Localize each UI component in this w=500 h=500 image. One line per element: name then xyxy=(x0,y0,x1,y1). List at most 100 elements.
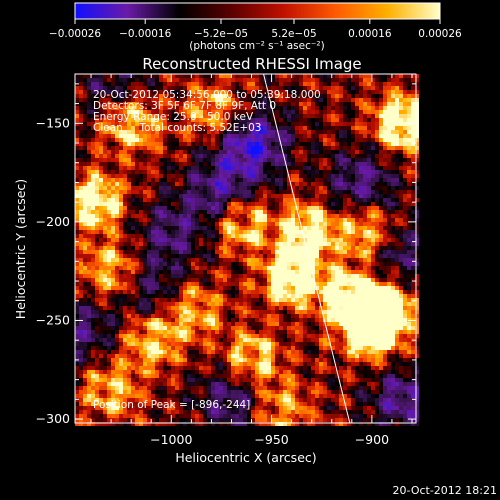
heatmap-cell xyxy=(323,226,327,230)
heatmap-cell xyxy=(375,266,379,270)
heatmap-cell xyxy=(367,126,371,130)
heatmap-cell xyxy=(167,82,171,86)
heatmap-cell xyxy=(79,86,83,90)
heatmap-cell xyxy=(263,182,267,186)
heatmap-cell xyxy=(375,178,379,182)
heatmap-cell xyxy=(203,254,207,258)
heatmap-cell xyxy=(395,78,399,82)
heatmap-cell xyxy=(135,166,139,170)
heatmap-cell xyxy=(355,130,359,134)
heatmap-cell xyxy=(87,166,91,170)
heatmap-cell xyxy=(239,290,243,294)
heatmap-cell xyxy=(167,94,171,98)
heatmap-cell xyxy=(303,282,307,286)
heatmap-cell xyxy=(287,222,291,226)
heatmap-cell xyxy=(175,146,179,150)
heatmap-cell xyxy=(399,258,403,262)
heatmap-cell xyxy=(199,86,203,90)
heatmap-cell xyxy=(403,90,407,94)
heatmap-cell xyxy=(263,230,267,234)
heatmap-cell xyxy=(235,182,239,186)
heatmap-cell xyxy=(347,202,351,206)
heatmap-cell xyxy=(275,186,279,190)
heatmap-cell xyxy=(119,274,123,278)
heatmap-cell xyxy=(371,214,375,218)
heatmap-cell xyxy=(407,270,411,274)
heatmap-cell xyxy=(147,274,151,278)
heatmap-cell xyxy=(339,138,343,142)
heatmap-cell xyxy=(203,122,207,126)
heatmap-cell xyxy=(331,238,335,242)
heatmap-cell xyxy=(391,286,395,290)
heatmap-cell xyxy=(295,218,299,222)
heatmap-cell xyxy=(231,294,235,298)
heatmap-cell xyxy=(319,154,323,158)
heatmap-cell xyxy=(135,294,139,298)
heatmap-cell xyxy=(107,246,111,250)
heatmap-cell xyxy=(283,230,287,234)
heatmap-cell xyxy=(295,90,299,94)
heatmap-cell xyxy=(331,146,335,150)
heatmap-cell xyxy=(191,274,195,278)
heatmap-cell xyxy=(231,254,235,258)
heatmap-cell xyxy=(91,186,95,190)
heatmap-cell xyxy=(115,242,119,246)
heatmap-cell xyxy=(131,158,135,162)
heatmap-cell xyxy=(375,74,379,78)
heatmap-cell xyxy=(291,102,295,106)
heatmap-cell xyxy=(295,270,299,274)
heatmap-cell xyxy=(311,238,315,242)
heatmap-cell xyxy=(283,262,287,266)
heatmap-cell xyxy=(147,282,151,286)
heatmap-cell xyxy=(403,82,407,86)
heatmap-cell xyxy=(311,214,315,218)
heatmap-cell xyxy=(403,126,407,130)
heatmap-cell xyxy=(91,146,95,150)
heatmap-cell xyxy=(407,298,411,302)
heatmap-cell xyxy=(347,266,351,270)
heatmap-cell xyxy=(259,170,263,174)
heatmap-cell xyxy=(127,86,131,90)
heatmap-cell xyxy=(279,246,283,250)
heatmap-cell xyxy=(139,174,143,178)
heatmap-cell xyxy=(415,122,419,126)
heatmap-cell xyxy=(255,266,259,270)
heatmap-cell xyxy=(171,274,175,278)
heatmap-cell xyxy=(271,270,275,274)
heatmap-cell xyxy=(191,82,195,86)
heatmap-cell xyxy=(151,302,155,306)
heatmap-cell xyxy=(195,202,199,206)
heatmap-cell xyxy=(167,254,171,258)
heatmap-cell xyxy=(363,142,367,146)
heatmap-cell xyxy=(327,302,331,306)
heatmap-cell xyxy=(327,138,331,142)
heatmap-cell xyxy=(151,254,155,258)
heatmap-cell xyxy=(199,182,203,186)
heatmap-cell xyxy=(183,134,187,138)
heatmap-cell xyxy=(311,146,315,150)
heatmap-cell xyxy=(283,250,287,254)
heatmap-cell xyxy=(123,86,127,90)
heatmap-cell xyxy=(331,278,335,282)
heatmap-cell xyxy=(287,106,291,110)
heatmap-cell xyxy=(407,158,411,162)
heatmap-cell xyxy=(151,146,155,150)
heatmap-cell xyxy=(143,294,147,298)
heatmap-cell xyxy=(263,130,267,134)
heatmap-cell xyxy=(199,258,203,262)
heatmap-cell xyxy=(147,182,151,186)
heatmap-cell xyxy=(163,286,167,290)
heatmap-cell xyxy=(91,254,95,258)
heatmap-cell xyxy=(291,294,295,298)
heatmap-cell xyxy=(367,178,371,182)
heatmap-cell xyxy=(371,234,375,238)
heatmap-cell xyxy=(275,98,279,102)
heatmap-cell xyxy=(267,254,271,258)
heatmap-cell xyxy=(143,258,147,262)
heatmap-cell xyxy=(327,106,331,110)
heatmap-cell xyxy=(87,270,91,274)
heatmap-cell xyxy=(131,150,135,154)
heatmap-cell xyxy=(227,270,231,274)
heatmap-cell xyxy=(391,194,395,198)
heatmap-cell xyxy=(287,198,291,202)
